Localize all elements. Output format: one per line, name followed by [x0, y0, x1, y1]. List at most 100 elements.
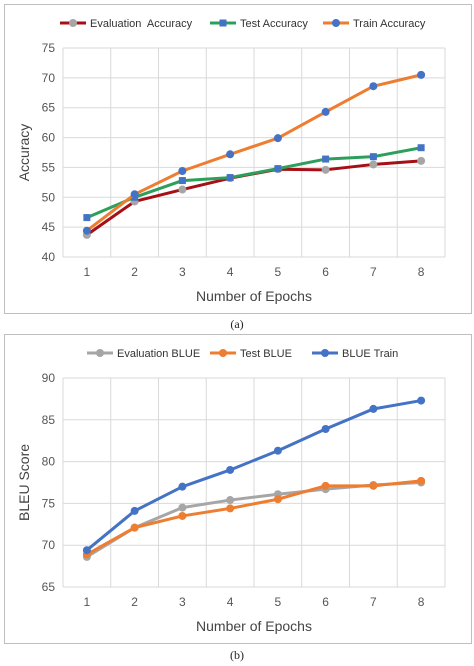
- y-tick-label: 70: [42, 538, 56, 552]
- legend: Evaluation BLUE Test BLUE BLUE Train: [87, 348, 398, 360]
- legend-label: BLUE Train: [342, 348, 398, 360]
- data-point: [178, 167, 187, 176]
- x-axis-title: Number of Epochs: [196, 618, 312, 634]
- legend-item: Test Accuracy: [210, 18, 308, 30]
- chart-panel-a: 40 45 50 55 60 65 70 75 1 2 3 4 5 6 7 8 Number of Epochs…: [4, 4, 472, 314]
- data-point: [178, 177, 186, 185]
- y-tick-label: 65: [42, 580, 56, 594]
- y-tick-label: 75: [42, 41, 56, 55]
- series-line: [85, 479, 423, 556]
- data-point: [321, 481, 330, 490]
- legend-swatch-marker: [69, 19, 77, 27]
- data-point: [369, 153, 377, 161]
- data-point: [369, 481, 378, 490]
- data-point: [321, 107, 330, 116]
- y-tick-label: 90: [42, 371, 56, 385]
- data-point: [226, 465, 235, 474]
- legend-swatch-marker: [219, 19, 227, 27]
- x-axis-title: Number of Epochs: [196, 288, 312, 304]
- y-tick-label: 55: [42, 160, 56, 174]
- legend-item: Evaluation Accuracy: [60, 18, 193, 30]
- x-tick-label: 4: [227, 265, 234, 279]
- y-tick-label: 60: [42, 131, 56, 145]
- data-point: [321, 165, 330, 174]
- data-point: [226, 504, 235, 513]
- chart-b-svg: 65 70 75 80 85 90 1 2 3 4 5 6 7 8 Number of Epochs BLEU…: [16, 348, 446, 634]
- legend-swatch-marker: [332, 19, 340, 27]
- series-3: [82, 70, 426, 235]
- data-point: [83, 214, 91, 222]
- legend-label: Evaluation Accuracy: [90, 18, 193, 30]
- series-3: [82, 396, 426, 555]
- series-line: [85, 146, 423, 220]
- y-tick-label: 45: [42, 220, 56, 234]
- y-axis-title: Accuracy: [16, 124, 32, 182]
- data-point: [82, 226, 91, 235]
- y-tick-label: 85: [42, 413, 56, 427]
- x-tick-label: 3: [179, 595, 186, 609]
- y-tick-label: 40: [42, 250, 56, 264]
- x-tick-label: 2: [131, 595, 138, 609]
- legend-swatch-marker: [321, 349, 329, 357]
- data-point: [417, 476, 426, 485]
- data-point: [273, 446, 282, 455]
- caption-a: (a): [230, 317, 244, 331]
- data-point: [226, 174, 234, 182]
- grid: [62, 377, 446, 588]
- legend-label: Test BLUE: [240, 348, 292, 360]
- y-tick-label: 70: [42, 71, 56, 85]
- x-tick-label: 1: [84, 265, 91, 279]
- x-tick-label: 6: [322, 265, 329, 279]
- data-point: [130, 190, 139, 199]
- data-point: [178, 511, 187, 520]
- x-tick-label: 2: [131, 265, 138, 279]
- x-tick-label: 6: [322, 595, 329, 609]
- x-tick-label: 7: [370, 265, 377, 279]
- legend-swatch-marker: [219, 349, 227, 357]
- x-tick-label: 8: [418, 595, 425, 609]
- data-point: [369, 160, 378, 169]
- data-point: [273, 495, 282, 504]
- grid: [62, 47, 446, 258]
- series-line: [85, 399, 423, 552]
- legend: Evaluation Accuracy Test Accuracy Train Ac…: [60, 18, 426, 30]
- data-point: [178, 482, 187, 491]
- legend-item: Evaluation BLUE: [87, 348, 200, 360]
- y-tick-label: 75: [42, 496, 56, 510]
- y-tick-label: 80: [42, 455, 56, 469]
- legend-item: BLUE Train: [312, 348, 398, 360]
- data-point: [130, 523, 139, 532]
- x-tick-label: 4: [227, 595, 234, 609]
- data-point: [417, 144, 425, 152]
- caption-b: (b): [230, 648, 244, 662]
- data-point: [226, 150, 235, 159]
- data-point: [369, 404, 378, 413]
- data-point: [178, 185, 187, 194]
- y-axis-title: BLEU Score: [16, 444, 32, 521]
- y-tick-label: 65: [42, 101, 56, 115]
- data-point: [82, 546, 91, 555]
- x-tick-label: 1: [84, 595, 91, 609]
- data-point: [417, 396, 426, 405]
- legend-label: Train Accuracy: [353, 18, 426, 30]
- data-point: [274, 165, 282, 173]
- legend-swatch-marker: [96, 349, 104, 357]
- chart-panel-b: 65 70 75 80 85 90 1 2 3 4 5 6 7 8 Number of Epochs BLEU…: [4, 334, 472, 644]
- legend-label: Evaluation BLUE: [117, 348, 200, 360]
- data-point: [369, 82, 378, 91]
- data-point: [178, 503, 187, 512]
- data-point: [417, 156, 426, 165]
- data-point: [321, 424, 330, 433]
- x-tick-label: 8: [418, 265, 425, 279]
- series-line: [85, 73, 423, 233]
- data-point: [417, 70, 426, 79]
- data-point: [273, 134, 282, 143]
- data-point: [322, 155, 330, 163]
- data-point: [226, 496, 235, 505]
- data-point: [130, 506, 139, 515]
- legend-label: Test Accuracy: [240, 18, 308, 30]
- x-tick-label: 3: [179, 265, 186, 279]
- x-tick-label: 7: [370, 595, 377, 609]
- legend-item: Train Accuracy: [323, 18, 426, 30]
